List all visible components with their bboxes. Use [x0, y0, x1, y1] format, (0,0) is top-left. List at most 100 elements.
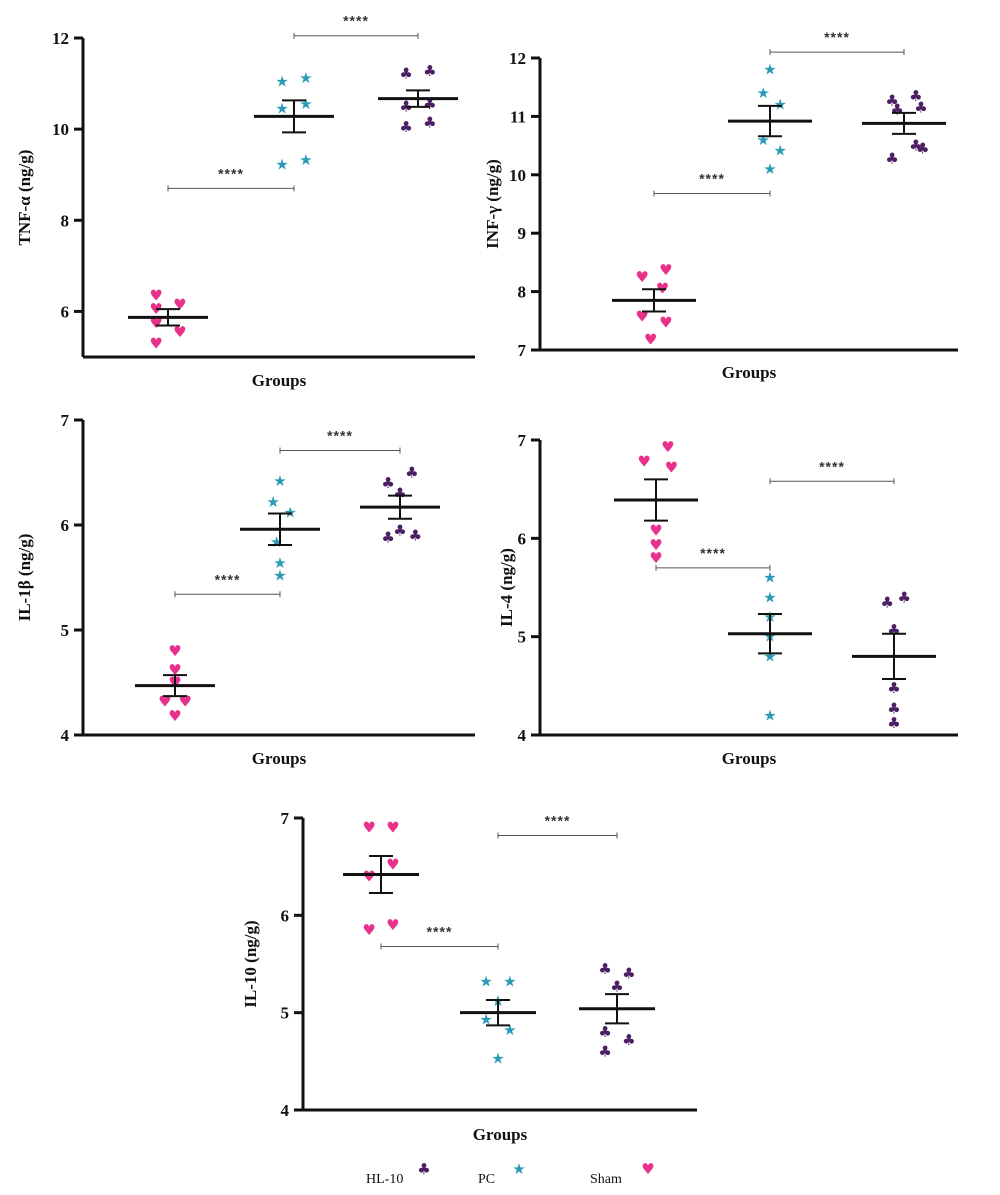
y-tick-label: 5: [61, 621, 70, 640]
star-icon: ★: [273, 472, 286, 490]
club-icon: ♣: [598, 1043, 611, 1061]
legend-label: Sham: [590, 1172, 622, 1187]
y-tick-label: 11: [510, 107, 526, 126]
star-icon: ★: [503, 973, 516, 991]
y-axis-title: IL-1β (ng/g): [15, 534, 34, 622]
significance-label: ****: [218, 165, 244, 181]
club-icon: ♣: [880, 593, 893, 611]
club-icon: ♣: [610, 977, 623, 995]
star-icon: ★: [763, 160, 776, 178]
star-icon: ★: [299, 69, 312, 87]
club-icon: ♣: [393, 521, 406, 539]
y-tick-label: 7: [518, 341, 527, 360]
star-icon: ★: [270, 533, 283, 551]
club-icon: ♣: [598, 960, 611, 978]
legend-label: PC: [478, 1172, 495, 1187]
x-axis-title: Groups: [722, 749, 777, 768]
star-icon: ★: [763, 706, 776, 724]
star-icon: ★: [763, 61, 776, 79]
heart-icon: ♥: [362, 819, 375, 837]
star-icon: ★: [756, 84, 769, 102]
legend-heart-icon: ♥: [641, 1160, 654, 1178]
significance-label: ****: [700, 545, 726, 561]
star-icon: ★: [283, 503, 296, 521]
club-icon: ♣: [885, 92, 898, 110]
heart-icon: ♥: [173, 323, 186, 341]
club-icon: ♣: [381, 529, 394, 547]
y-tick-label: 8: [518, 283, 527, 302]
club-icon: ♣: [622, 965, 635, 983]
club-icon: ♣: [885, 149, 898, 167]
y-axis-title: TNF-α (ng/g): [15, 150, 34, 246]
star-icon: ★: [275, 72, 288, 90]
y-axis-title: IL-10 (ng/g): [241, 920, 260, 1007]
heart-icon: ♥: [149, 286, 162, 304]
heart-icon: ♥: [386, 819, 399, 837]
y-axis-title: IL-4 (ng/g): [497, 548, 516, 627]
heart-icon: ♥: [659, 261, 672, 279]
significance-label: ****: [343, 13, 369, 29]
club-icon: ♣: [909, 87, 922, 105]
x-axis-title: Groups: [252, 749, 307, 768]
club-icon: ♣: [409, 527, 422, 545]
x-axis-title: Groups: [473, 1125, 528, 1144]
heart-icon: ♥: [149, 334, 162, 352]
y-tick-label: 6: [61, 302, 70, 321]
club-icon: ♣: [423, 62, 436, 80]
club-icon: ♣: [887, 714, 900, 732]
club-icon: ♣: [598, 1023, 611, 1041]
y-tick-label: 12: [52, 29, 69, 48]
heart-icon: ♥: [386, 856, 399, 874]
y-tick-label: 9: [518, 224, 527, 243]
club-icon: ♣: [393, 485, 406, 503]
club-icon: ♣: [399, 65, 412, 83]
y-tick-label: 4: [61, 726, 70, 745]
heart-icon: ♥: [386, 916, 399, 934]
heart-icon: ♥: [635, 308, 648, 326]
star-icon: ★: [763, 647, 776, 665]
club-icon: ♣: [887, 679, 900, 697]
club-icon: ♣: [423, 113, 436, 131]
star-icon: ★: [275, 100, 288, 118]
y-tick-label: 5: [281, 1004, 290, 1023]
y-tick-label: 6: [518, 529, 527, 548]
heart-icon: ♥: [635, 268, 648, 286]
y-tick-label: 10: [509, 166, 526, 185]
star-icon: ★: [299, 95, 312, 113]
y-tick-label: 7: [518, 431, 527, 450]
star-icon: ★: [491, 1049, 504, 1067]
legend-label: HL-10: [366, 1172, 403, 1187]
significance-label: ****: [215, 571, 241, 587]
star-icon: ★: [756, 131, 769, 149]
significance-label: ****: [427, 923, 453, 939]
legend-star-icon: ★: [512, 1160, 525, 1178]
x-axis-title: Groups: [252, 371, 307, 390]
heart-icon: ♥: [173, 296, 186, 314]
significance-label: ****: [327, 427, 353, 443]
club-icon: ♣: [909, 137, 922, 155]
club-icon: ♣: [399, 118, 412, 136]
y-tick-label: 4: [281, 1101, 290, 1120]
legend-club-icon: ♣: [417, 1160, 430, 1178]
significance-label: ****: [819, 458, 845, 474]
x-axis-title: Groups: [722, 363, 777, 382]
club-icon: ♣: [890, 100, 903, 118]
club-icon: ♣: [916, 140, 929, 158]
heart-icon: ♥: [659, 314, 672, 332]
club-icon: ♣: [622, 1031, 635, 1049]
heart-icon: ♥: [649, 549, 662, 567]
star-icon: ★: [266, 493, 279, 511]
star-icon: ★: [275, 156, 288, 174]
y-tick-label: 6: [281, 906, 290, 925]
y-tick-label: 10: [52, 120, 69, 139]
heart-icon: ♥: [637, 453, 650, 471]
club-icon: ♣: [914, 99, 927, 117]
significance-label: ****: [824, 29, 850, 45]
star-icon: ★: [479, 973, 492, 991]
star-icon: ★: [773, 141, 786, 159]
star-icon: ★: [763, 569, 776, 587]
y-tick-label: 7: [281, 809, 290, 828]
star-icon: ★: [503, 1021, 516, 1039]
heart-icon: ♥: [661, 438, 674, 456]
